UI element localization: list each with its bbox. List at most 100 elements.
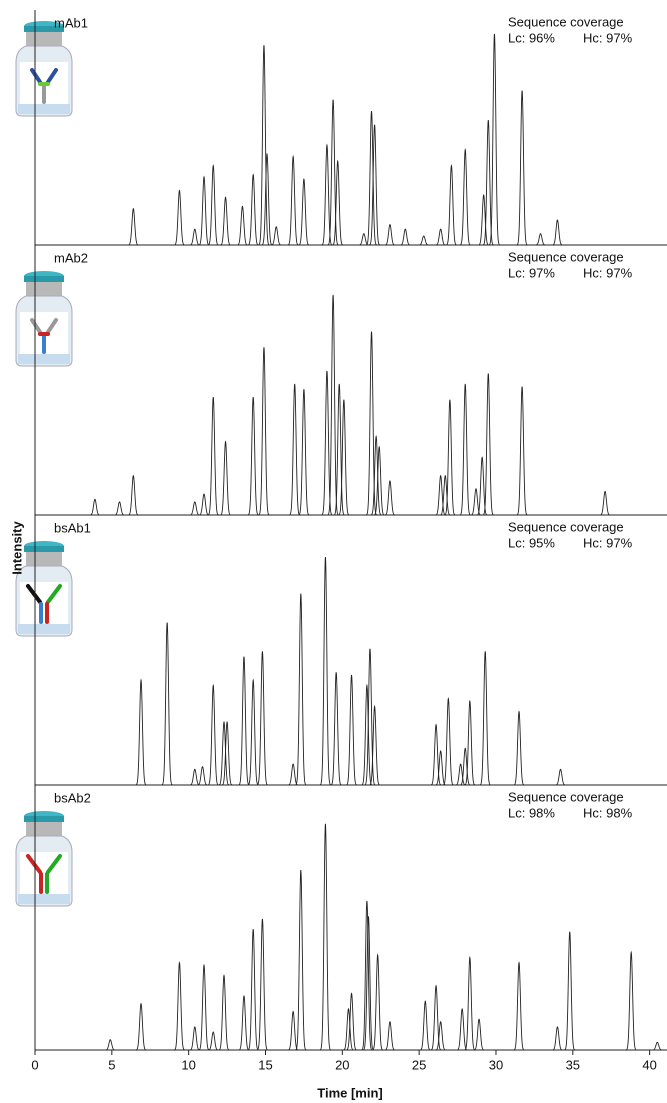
peak bbox=[127, 207, 139, 246]
peak bbox=[430, 984, 442, 1051]
peak bbox=[342, 1008, 355, 1051]
peak bbox=[89, 498, 101, 516]
peak bbox=[516, 90, 528, 246]
peak bbox=[459, 747, 471, 786]
peak bbox=[332, 159, 344, 246]
peak bbox=[369, 705, 381, 786]
peak bbox=[384, 480, 396, 516]
x-tick-label: 20 bbox=[335, 1057, 349, 1072]
peak bbox=[198, 963, 210, 1051]
peak bbox=[135, 1002, 147, 1051]
peak bbox=[287, 763, 299, 786]
coverage-lc: Lc: 96% bbox=[508, 30, 555, 45]
peak bbox=[173, 189, 186, 246]
peak bbox=[419, 1000, 431, 1051]
peak bbox=[261, 152, 273, 246]
peak bbox=[196, 766, 209, 786]
peak bbox=[476, 456, 488, 516]
peak bbox=[445, 164, 457, 246]
peak bbox=[365, 331, 378, 516]
coverage-hc: Hc: 97% bbox=[583, 30, 633, 45]
peak bbox=[338, 399, 350, 516]
peak bbox=[345, 992, 358, 1051]
panel-title: mAb2 bbox=[54, 250, 88, 265]
x-tick-label: 25 bbox=[412, 1057, 426, 1072]
peak bbox=[298, 178, 310, 246]
peak bbox=[473, 1018, 485, 1051]
peak bbox=[236, 205, 249, 246]
coverage-lc: Lc: 97% bbox=[508, 265, 555, 280]
vial-icon bbox=[15, 20, 73, 117]
peak bbox=[358, 233, 370, 246]
coverage-hc: Hc: 98% bbox=[583, 805, 633, 820]
peak bbox=[135, 678, 147, 786]
peak bbox=[482, 373, 494, 516]
peak bbox=[435, 750, 447, 786]
peak bbox=[298, 389, 310, 516]
peak bbox=[368, 124, 381, 246]
peak bbox=[455, 763, 467, 786]
coverage-title: Sequence coverage bbox=[508, 249, 624, 264]
coverage-title: Sequence coverage bbox=[508, 519, 624, 534]
peak bbox=[247, 678, 259, 786]
x-tick-label: 15 bbox=[258, 1057, 272, 1072]
peak bbox=[482, 120, 494, 246]
peak bbox=[362, 916, 375, 1051]
peak bbox=[104, 1039, 116, 1051]
peak bbox=[289, 383, 301, 516]
peak bbox=[478, 194, 490, 246]
peak bbox=[330, 672, 342, 786]
peak bbox=[384, 1021, 396, 1051]
peak bbox=[399, 228, 411, 246]
vial-icon bbox=[15, 540, 73, 637]
peak bbox=[456, 1008, 468, 1051]
x-tick-label: 30 bbox=[489, 1057, 503, 1072]
panel-title: mAb1 bbox=[54, 15, 88, 30]
peak bbox=[247, 929, 259, 1051]
y-axis-label: Intensity bbox=[9, 521, 24, 575]
peak bbox=[551, 1026, 563, 1051]
peak bbox=[488, 33, 501, 246]
peak bbox=[287, 154, 299, 246]
panel-title: bsAb2 bbox=[54, 790, 91, 805]
coverage-lc: Lc: 98% bbox=[508, 805, 555, 820]
peak bbox=[295, 593, 307, 786]
peak bbox=[218, 974, 230, 1051]
peak bbox=[551, 219, 563, 246]
peak bbox=[435, 1021, 447, 1051]
x-tick-label: 40 bbox=[642, 1057, 656, 1072]
peak bbox=[516, 386, 528, 516]
coverage-title: Sequence coverage bbox=[508, 789, 624, 804]
peak bbox=[534, 233, 547, 246]
peak bbox=[113, 501, 126, 516]
peak bbox=[127, 474, 139, 516]
peak bbox=[258, 347, 270, 516]
peak bbox=[295, 870, 307, 1051]
peak bbox=[444, 399, 456, 516]
peak bbox=[189, 768, 201, 786]
vial-icon bbox=[15, 810, 73, 907]
peak bbox=[256, 918, 269, 1051]
peak bbox=[198, 493, 210, 516]
peak bbox=[372, 953, 384, 1051]
peak bbox=[442, 697, 454, 786]
coverage-lc: Lc: 95% bbox=[508, 535, 555, 550]
peak bbox=[599, 490, 611, 516]
peak bbox=[464, 955, 476, 1051]
peak bbox=[189, 228, 201, 246]
peak bbox=[470, 488, 482, 516]
peak bbox=[218, 721, 230, 786]
coverage-hc: Hc: 97% bbox=[583, 265, 633, 280]
peak bbox=[173, 961, 186, 1051]
peak bbox=[439, 474, 451, 516]
peak bbox=[327, 99, 339, 246]
peak bbox=[459, 383, 471, 516]
x-tick-label: 35 bbox=[566, 1057, 580, 1072]
vial-icon bbox=[15, 270, 73, 367]
peak bbox=[238, 995, 250, 1051]
peak bbox=[564, 931, 576, 1051]
peak bbox=[238, 656, 250, 786]
peak bbox=[321, 143, 333, 246]
coverage-hc: Hc: 97% bbox=[583, 535, 633, 550]
peak bbox=[221, 721, 233, 786]
